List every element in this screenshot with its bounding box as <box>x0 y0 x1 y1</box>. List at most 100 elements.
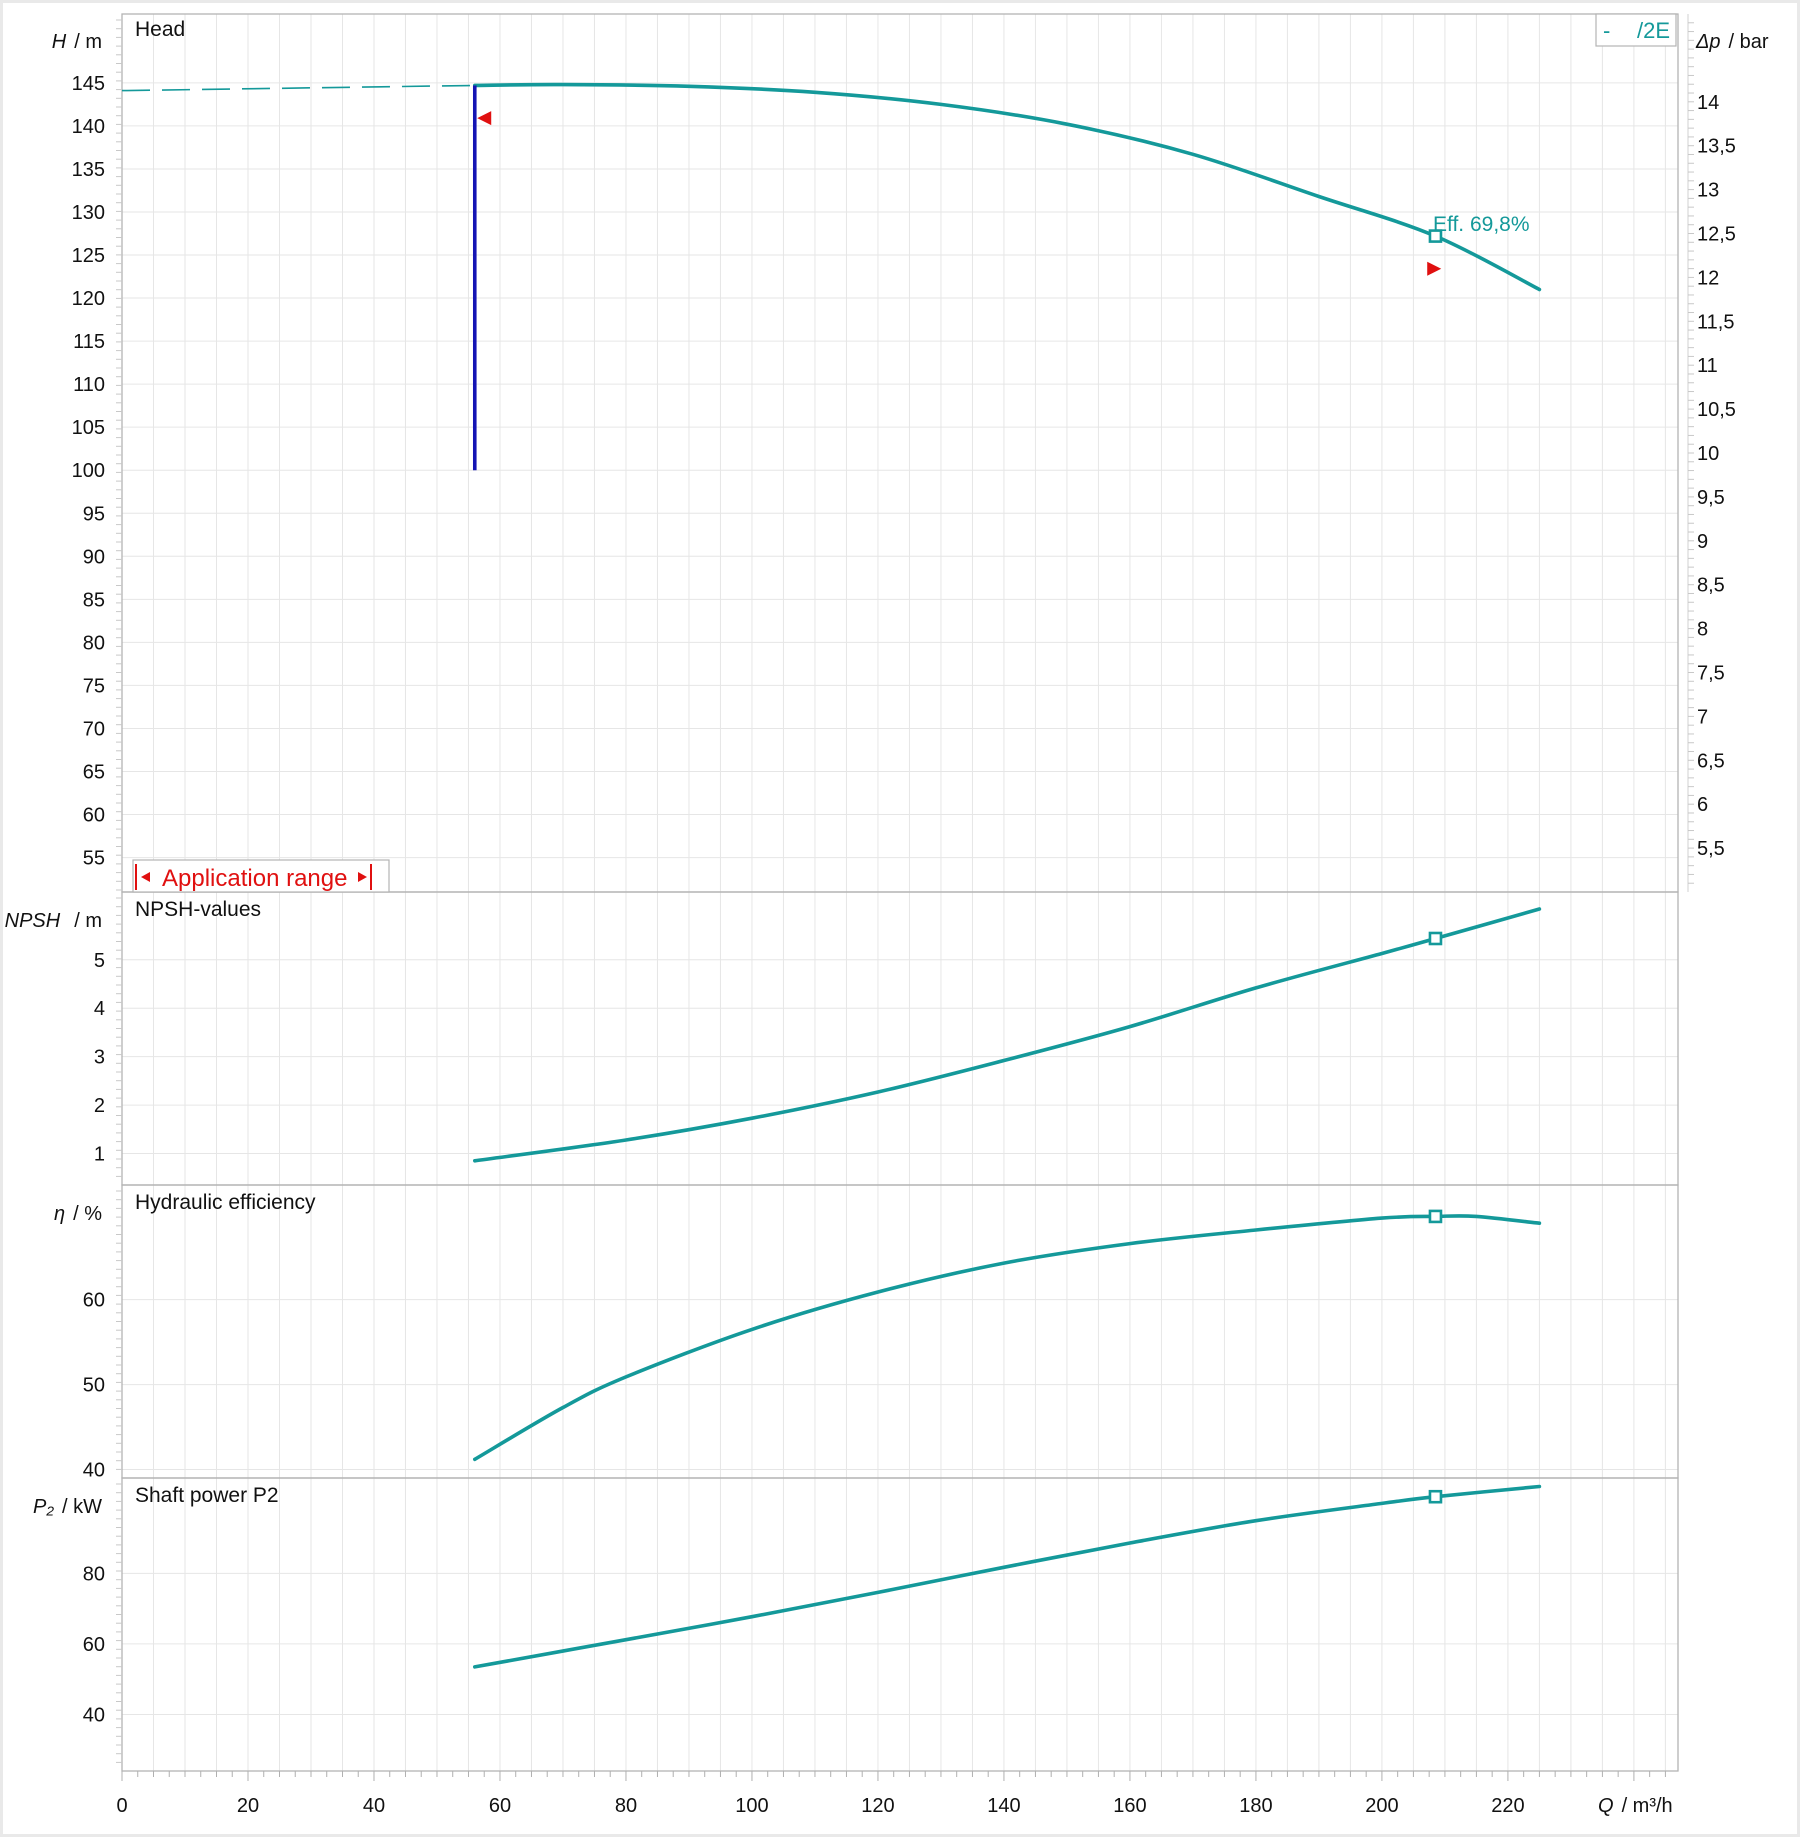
pressure-tick-label: 14 <box>1697 92 1719 114</box>
head-y-tick-label: 65 <box>83 761 105 783</box>
pressure-tick-label: 11,5 <box>1697 311 1734 333</box>
head-y-tick-label: 100 <box>72 460 105 482</box>
head-y-tick-label: 80 <box>83 632 105 654</box>
head-y-tick-label: 110 <box>73 374 105 396</box>
legend-dash: - <box>1603 18 1610 43</box>
efficiency-annotation: Eff. 69,8% <box>1433 213 1530 236</box>
efficiency-panel-title: Hydraulic efficiency <box>135 1191 316 1214</box>
efficiency-y-tick-label: 60 <box>83 1290 105 1312</box>
head-y-tick-label: 75 <box>83 675 105 697</box>
application-range: Application range <box>132 859 390 893</box>
pressure-tick-label: 12,5 <box>1697 224 1736 246</box>
pressure-axis-symbol: Δp <box>1695 31 1721 53</box>
pressure-tick-label: 6,5 <box>1697 750 1725 772</box>
head-panel-title: Head <box>135 18 185 41</box>
head-y-tick-label: 125 <box>72 245 105 267</box>
pressure-tick-label: 10 <box>1697 443 1719 465</box>
power-panel-title: Shaft power P2 <box>135 1484 279 1507</box>
x-tick-label: 160 <box>1113 1795 1146 1817</box>
power-panel-frame <box>121 1477 1679 1772</box>
pressure-tick-label: 9 <box>1697 531 1708 553</box>
curve-layer <box>121 82 1542 1669</box>
x-tick-label: 200 <box>1365 1795 1398 1817</box>
npsh-axis-symbol: NPSH <box>5 910 61 932</box>
power-axis-label: P₂ / kW <box>33 1496 102 1518</box>
pressure-tick-label: 6 <box>1697 794 1708 816</box>
head-y-tick-label: 95 <box>83 503 105 525</box>
pressure-tick-label: 13 <box>1697 180 1719 202</box>
npsh-y-tick-label: 4 <box>94 998 105 1020</box>
head-y-tick-label: 115 <box>73 331 105 353</box>
application-range-left-arrow <box>141 872 150 882</box>
efficiency-y-tick-label: 50 <box>83 1375 105 1397</box>
pressure-axis-label: Δp / bar <box>1695 31 1769 53</box>
head-y-tick-label: 85 <box>83 589 105 611</box>
npsh-curve <box>473 907 1542 1163</box>
head-y-tick-label: 145 <box>72 73 105 95</box>
head-y-tick-label: 140 <box>72 116 105 138</box>
pressure-axis-unit: / bar <box>1729 31 1769 53</box>
npsh-y-tick-label: 3 <box>94 1047 105 1069</box>
head-extrapolation-dashed <box>121 84 475 92</box>
pressure-tick-label: 8,5 <box>1697 575 1725 597</box>
head-axis-unit: / m <box>74 31 102 53</box>
x-tick-label: 120 <box>861 1795 894 1817</box>
head-axis-label: H / m <box>52 31 102 53</box>
efficiency-axis-symbol: η <box>54 1203 65 1225</box>
npsh-axis-label: NPSH / m <box>5 910 102 932</box>
head-axis-symbol: H <box>52 31 67 53</box>
application-range-label: Application range <box>162 865 347 892</box>
head-y-tick-label: 135 <box>72 159 105 181</box>
efficiency-axis-label: η / % <box>54 1203 102 1225</box>
power-y-tick-label: 60 <box>83 1634 105 1656</box>
power-axis-symbol: P₂ <box>33 1496 54 1518</box>
x-tick-label: 40 <box>363 1795 385 1817</box>
head-y-tick-label: 70 <box>83 718 105 740</box>
head-y-tick-label: 130 <box>72 202 105 224</box>
efficiency-axis-unit: / % <box>73 1203 102 1225</box>
application-range-right-arrow <box>358 872 367 882</box>
x-tick-label: 0 <box>116 1795 127 1817</box>
head-y-tick-label: 90 <box>83 546 105 568</box>
head-y-tick-label: 120 <box>72 288 105 310</box>
legend: - /2E <box>1595 13 1677 47</box>
x-tick-label: 220 <box>1491 1795 1524 1817</box>
head-triangle-left-marker <box>477 111 492 126</box>
efficiency-y-tick-label: 40 <box>83 1460 105 1482</box>
head-y-tick-label: 55 <box>83 848 105 870</box>
x-tick-label: 60 <box>489 1795 511 1817</box>
npsh-panel-title: NPSH-values <box>135 898 261 921</box>
pressure-tick-label: 12 <box>1697 267 1719 289</box>
efficiency-curve <box>473 1214 1542 1462</box>
application-range-box <box>132 859 390 893</box>
x-tick-label: 180 <box>1239 1795 1272 1817</box>
pressure-tick-label: 8 <box>1697 619 1708 641</box>
x-tick-label: 20 <box>237 1795 259 1817</box>
npsh-operating-point <box>1428 931 1443 946</box>
npsh-y-tick-label: 2 <box>94 1095 105 1117</box>
power-y-tick-label: 40 <box>83 1705 105 1727</box>
npsh-axis-unit: / m <box>74 910 102 932</box>
x-tick-label: 100 <box>735 1795 768 1817</box>
head-y-tick-label: 105 <box>72 417 105 439</box>
power-y-tick-label: 80 <box>83 1563 105 1585</box>
power-operating-point <box>1428 1489 1443 1504</box>
power-axis-unit: / kW <box>62 1496 102 1518</box>
pressure-tick-label: 5,5 <box>1697 838 1725 860</box>
power-curve <box>473 1484 1542 1669</box>
pressure-tick-label: 13,5 <box>1697 136 1736 158</box>
flow-axis-symbol: Q <box>1598 1795 1614 1817</box>
head-triangle-right-marker <box>1427 261 1442 276</box>
legend-series-label: /2E <box>1637 18 1670 43</box>
x-tick-label: 140 <box>987 1795 1020 1817</box>
npsh-y-tick-label: 1 <box>94 1144 105 1166</box>
chart-canvas <box>3 3 1797 1834</box>
head-y-tick-label: 60 <box>83 805 105 827</box>
npsh-y-tick-label: 5 <box>94 950 105 972</box>
pressure-tick-label: 9,5 <box>1697 487 1725 509</box>
frame-layer <box>116 13 1694 1781</box>
pressure-tick-label: 7,5 <box>1697 663 1725 685</box>
x-tick-label: 80 <box>615 1795 637 1817</box>
pressure-tick-label: 11 <box>1697 355 1718 377</box>
